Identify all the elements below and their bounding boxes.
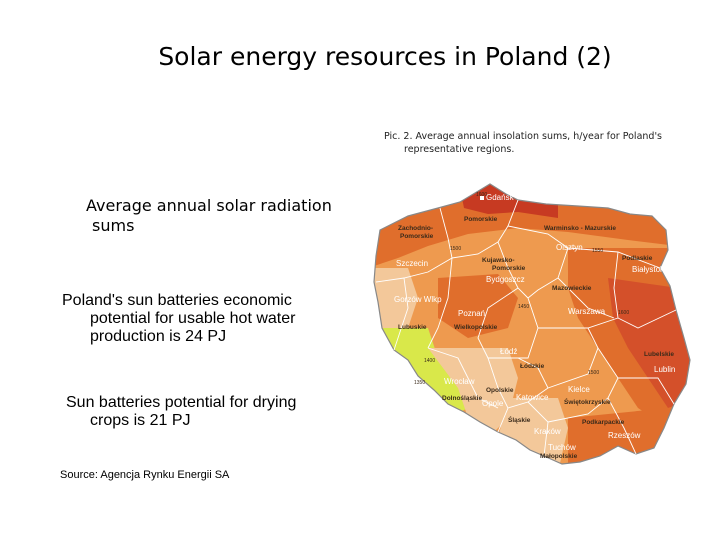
slide-title: Solar energy resources in Poland (2) (158, 42, 612, 71)
city-kielce: Kielce (568, 385, 590, 394)
region-dolnoslaskie: Dolnośląskie (442, 395, 482, 402)
isoline-1500-west: 1500 (450, 246, 461, 252)
zone-east-peak (608, 278, 690, 408)
city-szczecin: Szczecin (396, 259, 428, 268)
region-mazowieckie: Mazowieckie (552, 285, 592, 292)
city-marker-gdansk (480, 196, 484, 200)
city-krakow: Kraków (534, 427, 561, 436)
isoline-1600-east: 1600 (618, 310, 629, 316)
city-katowice: Katowice (516, 393, 549, 402)
bullet-2-line-3: production is 24 PJ (90, 328, 227, 345)
bullet-radiation-sums: Average annual solar radiation sums (86, 196, 366, 236)
region-podlaskie: Podlaskie (622, 255, 653, 262)
isoline-1450: 1450 (518, 304, 529, 310)
city-lublin: Lublin (654, 365, 675, 374)
region-kujawsko-2: Pomorskie (492, 265, 526, 272)
city-poznan: Poznań (458, 309, 485, 318)
city-bydgoszcz: Bydgoszcz (486, 275, 525, 284)
region-zachodnio-2: Pomorskie (400, 233, 434, 240)
region-pomorskie: Pomorskie (464, 216, 498, 223)
region-kujawsko: Kujawsko- (482, 257, 515, 264)
region-lodzkie: Łódzkie (520, 363, 545, 370)
isoline-1500-east: 1500 (588, 370, 599, 376)
region-slaskie: Śląskie (508, 415, 531, 424)
city-tuchow: Tuchów (548, 443, 576, 452)
region-warminsko: Warminsko - Mazurskie (544, 225, 616, 232)
region-swietokrzyskie: Świętokrzyskie (564, 397, 611, 406)
isoline-1400: 1400 (424, 358, 435, 364)
bullet-1-line-1: Average annual solar radiation (86, 196, 332, 215)
bullet-drying-potential: Sun batteries potential for drying crops… (66, 394, 366, 430)
region-labels: Pomorskie Zachodnio- Pomorskie Warminsko… (398, 216, 674, 460)
region-lubelskie: Lubelskie (644, 351, 674, 358)
bullet-hot-water-potential: Poland's sun batteries economic potentia… (62, 292, 362, 346)
isoline-values: 1600 1500 1550 1450 1500 1400 1350 1600 (414, 192, 629, 386)
zone-center-west (438, 274, 518, 338)
region-lubuskie: Lubuskie (398, 324, 427, 331)
city-bialystok: Białystok (632, 265, 665, 274)
source-note: Source: Agencja Rynku Energii SA (60, 469, 230, 481)
caption-line-1: Pic. 2. Average annual insolation sums, … (384, 131, 663, 142)
region-malopolskie: Małopolskie (540, 453, 578, 460)
city-opole: Opole (482, 399, 504, 408)
city-gdansk: Gdańsk (486, 193, 515, 202)
region-opolskie: Opolskie (486, 387, 514, 394)
city-lodz: Łódź (500, 347, 517, 356)
region-borders (373, 183, 691, 465)
city-gorzow: Gorzów Wlkp (394, 295, 442, 304)
city-labels: Gdańsk Olsztyn Białystok Szczecin Bydgos… (394, 193, 675, 452)
region-podkarpackie: Podkarpackie (582, 419, 625, 426)
city-olsztyn: Olsztyn (556, 243, 583, 252)
bullet-3-line-2: crops is 21 PJ (90, 412, 191, 429)
city-rzeszow: Rzeszów (608, 431, 641, 440)
map-caption: Pic. 2. Average annual insolation sums, … (384, 130, 704, 156)
bullet-1-line-2: sums (92, 216, 135, 235)
poland-insolation-map: Pomorskie Zachodnio- Pomorskie Warminsko… (373, 183, 691, 465)
caption-line-2: representative regions. (404, 144, 515, 155)
isoline-1350: 1350 (414, 380, 425, 386)
region-zachodnio: Zachodnio- (398, 225, 433, 232)
isoline-1600-north: 1600 (476, 192, 487, 198)
zone-southeast (568, 408, 690, 464)
bullet-2-line-1: Poland's sun batteries economic (62, 292, 292, 309)
zone-west (374, 268, 418, 328)
zone-south-light (428, 348, 518, 438)
bullet-2-line-2: potential for usable hot water (90, 310, 296, 327)
city-warszawa: Warszawa (568, 307, 606, 316)
region-wielkopolskie: Wielkopolskie (454, 324, 498, 331)
bullet-3-line-1: Sun batteries potential for drying (66, 394, 297, 411)
isoline-1550: 1550 (592, 248, 603, 254)
city-wroclaw: Wrocław (444, 377, 475, 386)
